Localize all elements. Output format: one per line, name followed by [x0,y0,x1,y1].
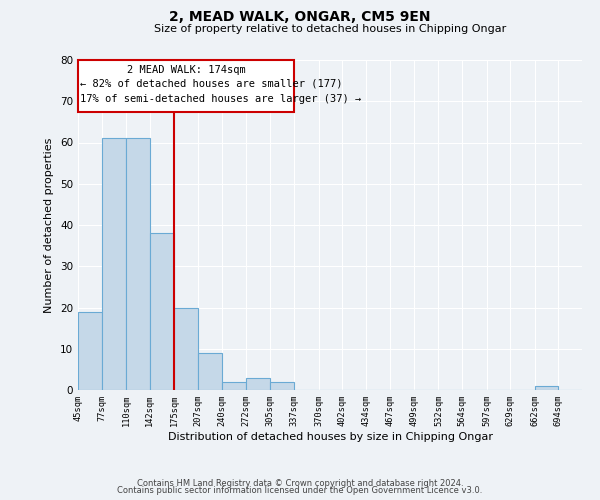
Bar [223,382,246,390]
X-axis label: Distribution of detached houses by size in Chipping Ongar: Distribution of detached houses by size … [167,432,493,442]
Text: Contains HM Land Registry data © Crown copyright and database right 2024.: Contains HM Land Registry data © Crown c… [137,478,463,488]
Text: ← 82% of detached houses are smaller (177): ← 82% of detached houses are smaller (17… [80,78,343,88]
Bar [101,138,126,390]
Text: 2 MEAD WALK: 174sqm: 2 MEAD WALK: 174sqm [127,65,245,75]
Bar [246,378,271,390]
Text: Contains public sector information licensed under the Open Government Licence v3: Contains public sector information licen… [118,486,482,495]
Bar [174,308,198,390]
Text: 2, MEAD WALK, ONGAR, CM5 9EN: 2, MEAD WALK, ONGAR, CM5 9EN [169,10,431,24]
Bar [126,138,150,390]
Text: 17% of semi-detached houses are larger (37) →: 17% of semi-detached houses are larger (… [80,94,361,104]
FancyBboxPatch shape [78,60,294,112]
Bar [150,233,174,390]
Title: Size of property relative to detached houses in Chipping Ongar: Size of property relative to detached ho… [154,24,506,34]
Bar [535,386,559,390]
Y-axis label: Number of detached properties: Number of detached properties [44,138,55,312]
Bar [271,382,294,390]
Bar [198,353,223,390]
Bar [78,312,101,390]
